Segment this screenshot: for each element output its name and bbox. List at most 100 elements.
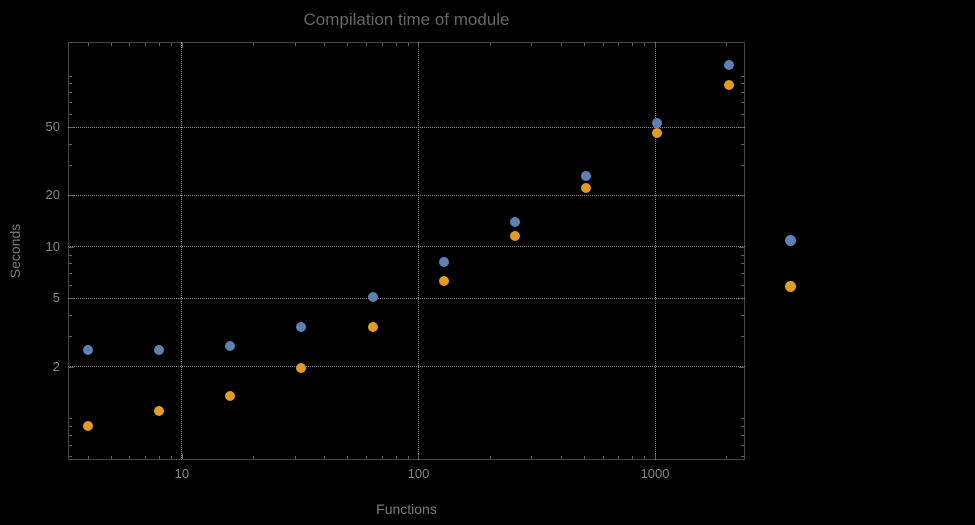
grid-line-horizontal bbox=[68, 366, 745, 368]
x-tick-mark bbox=[87, 456, 89, 459]
x-tick-mark bbox=[87, 43, 89, 46]
x-tick-mark bbox=[531, 43, 533, 46]
data-point-series-1-blue bbox=[438, 256, 449, 267]
grid-line-horizontal bbox=[68, 297, 745, 299]
y-tick-mark bbox=[69, 127, 74, 129]
x-tick-mark bbox=[145, 43, 147, 46]
y-tick-mark bbox=[69, 315, 72, 317]
x-tick-mark bbox=[347, 43, 349, 46]
y-tick-mark bbox=[741, 102, 744, 104]
y-tick-mark bbox=[69, 336, 72, 338]
data-point-series-2-orange bbox=[723, 80, 734, 91]
x-tick-mark bbox=[726, 456, 728, 459]
data-point-series-1-blue bbox=[652, 117, 663, 128]
x-tick-mark bbox=[347, 456, 349, 459]
data-point-series-2-orange bbox=[296, 363, 307, 374]
x-tick-mark bbox=[129, 456, 131, 459]
x-tick-label: 1000 bbox=[640, 466, 670, 481]
data-point-series-2-orange bbox=[581, 183, 592, 194]
y-tick-mark bbox=[741, 426, 744, 428]
y-tick-mark bbox=[741, 284, 744, 286]
x-tick-mark bbox=[726, 43, 728, 46]
x-tick-mark bbox=[129, 43, 131, 46]
x-tick-mark bbox=[644, 456, 646, 459]
x-tick-mark bbox=[294, 43, 296, 46]
y-tick-mark bbox=[69, 113, 72, 115]
y-tick-mark bbox=[69, 102, 72, 104]
x-tick-label: 100 bbox=[407, 466, 430, 481]
y-tick-mark bbox=[69, 75, 72, 77]
x-tick-mark bbox=[158, 456, 160, 459]
data-point-series-1-blue bbox=[153, 345, 164, 355]
y-tick-label: 10 bbox=[45, 238, 60, 254]
y-tick-mark bbox=[739, 195, 744, 197]
data-point-series-1-blue bbox=[296, 322, 307, 333]
x-axis-label: Functions bbox=[376, 501, 437, 517]
x-tick-mark bbox=[181, 454, 183, 459]
y-tick-mark bbox=[741, 165, 744, 167]
x-tick-mark bbox=[381, 43, 383, 46]
x-tick-mark bbox=[655, 43, 657, 48]
y-tick-mark bbox=[69, 165, 72, 167]
x-tick-mark bbox=[253, 43, 255, 46]
grid-line-vertical bbox=[417, 42, 419, 460]
x-tick-mark bbox=[395, 456, 397, 459]
data-point-series-2-orange bbox=[153, 406, 164, 417]
y-tick-mark bbox=[741, 434, 744, 436]
x-tick-mark bbox=[489, 456, 491, 459]
x-tick-mark bbox=[418, 43, 420, 48]
y-tick-mark bbox=[741, 336, 744, 338]
chart-title: Compilation time of module bbox=[303, 10, 510, 29]
x-tick-mark bbox=[531, 456, 533, 459]
data-point-series-1-blue bbox=[581, 170, 592, 181]
x-tick-mark bbox=[158, 43, 160, 46]
x-tick-mark bbox=[418, 454, 420, 459]
y-tick-mark bbox=[69, 284, 72, 286]
grid-line-horizontal bbox=[68, 126, 745, 128]
y-tick-mark bbox=[741, 254, 744, 256]
grid-line-horizontal bbox=[68, 194, 745, 196]
y-tick-mark bbox=[741, 83, 744, 85]
y-tick-mark bbox=[69, 426, 72, 428]
y-tick-mark bbox=[69, 456, 72, 458]
y-tick-mark bbox=[69, 273, 72, 275]
data-point-series-2-orange bbox=[82, 421, 93, 432]
y-tick-mark bbox=[739, 366, 744, 368]
y-tick-mark bbox=[741, 92, 744, 94]
y-tick-mark bbox=[69, 195, 74, 197]
y-tick-mark bbox=[741, 273, 744, 275]
x-tick-mark bbox=[110, 456, 112, 459]
y-tick-label: 50 bbox=[45, 119, 60, 135]
y-tick-mark bbox=[739, 298, 744, 300]
y-tick-label: 5 bbox=[52, 290, 60, 306]
x-tick-mark bbox=[253, 456, 255, 459]
y-tick-mark bbox=[741, 75, 744, 77]
x-tick-mark bbox=[407, 456, 409, 459]
data-point-series-1-blue bbox=[723, 60, 734, 71]
y-tick-mark bbox=[741, 315, 744, 317]
data-point-series-1-blue bbox=[225, 340, 236, 351]
x-tick-mark bbox=[324, 456, 326, 459]
y-tick-mark bbox=[69, 143, 72, 145]
y-tick-mark bbox=[741, 113, 744, 115]
x-tick-mark bbox=[602, 456, 604, 459]
x-tick-mark bbox=[407, 43, 409, 46]
x-tick-mark bbox=[171, 43, 173, 46]
x-tick-mark bbox=[618, 456, 620, 459]
grid-line-horizontal bbox=[68, 246, 745, 248]
x-tick-mark bbox=[644, 43, 646, 46]
x-tick-mark bbox=[560, 456, 562, 459]
x-tick-mark bbox=[365, 43, 367, 46]
legend-marker-series-1 bbox=[785, 235, 796, 246]
x-tick-mark bbox=[655, 454, 657, 459]
data-point-series-2-orange bbox=[510, 231, 521, 242]
data-point-series-2-orange bbox=[652, 128, 663, 139]
y-tick-mark bbox=[69, 263, 72, 265]
plot-area bbox=[68, 42, 745, 460]
y-tick-mark bbox=[69, 444, 72, 446]
y-tick-mark bbox=[741, 456, 744, 458]
y-tick-mark bbox=[69, 418, 72, 420]
y-tick-mark bbox=[69, 92, 72, 94]
y-tick-mark bbox=[69, 246, 74, 248]
